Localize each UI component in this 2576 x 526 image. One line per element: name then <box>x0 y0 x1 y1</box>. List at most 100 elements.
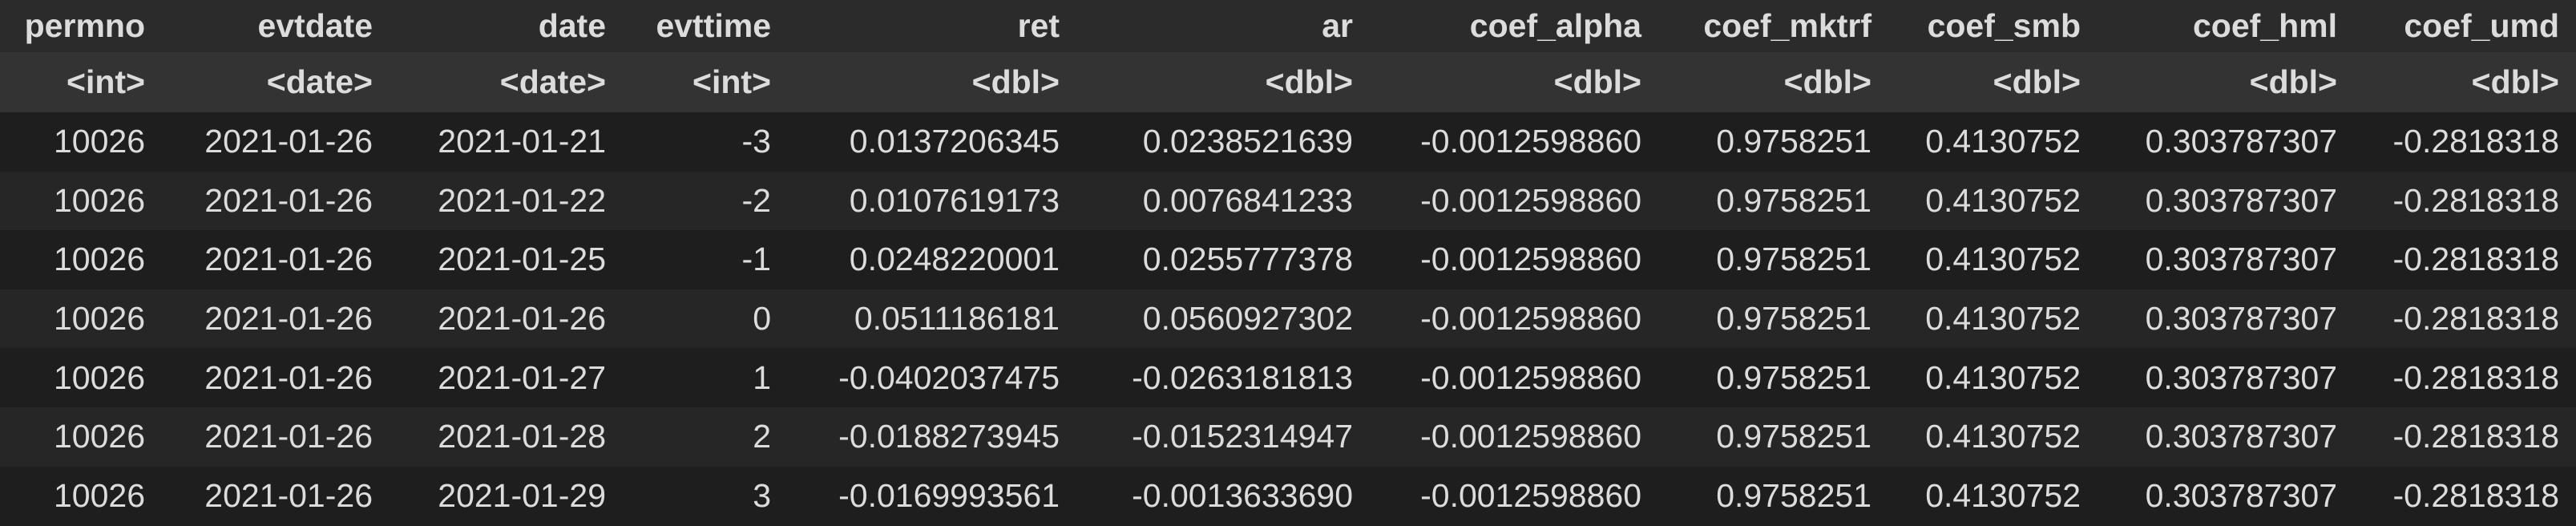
cell-ret: -0.0169993561 <box>771 466 1060 526</box>
table-row: 10026 2021-01-26 2021-01-29 3 -0.0169993561-… <box>0 466 2576 526</box>
cell-date: 2021-01-21 <box>373 112 606 172</box>
cell-ret: 0.0137206345 <box>771 112 1060 172</box>
cell-evttime: -2 <box>606 171 771 231</box>
cell-date: 2021-01-25 <box>373 230 606 289</box>
cell-permno: 10026 <box>0 230 145 289</box>
cell-evtdate: 2021-01-26 <box>145 407 373 467</box>
cell-coef-mktrf: 0.9758251 <box>1641 466 1871 526</box>
cell-permno: 10026 <box>0 289 145 349</box>
cell-coef-alpha: -0.0012598860 <box>1353 289 1641 349</box>
cell-coef-hml: 0.303787307 <box>2081 171 2337 231</box>
cell-coef-hml: 0.303787307 <box>2081 407 2337 467</box>
cell-evttime: -3 <box>606 112 771 172</box>
cell-permno: 10026 <box>0 348 145 407</box>
table-row: 10026 2021-01-26 2021-01-22 -2 0.0107619173 0… <box>0 171 2576 231</box>
cell-coef-mktrf: 0.9758251 <box>1641 230 1871 289</box>
cell-coef-hml: 0.303787307 <box>2081 112 2337 172</box>
cell-coef-alpha: -0.0012598860 <box>1353 230 1641 289</box>
cell-coef-umd: -0.2818318 <box>2337 289 2576 349</box>
column-header-permno[interactable]: permno <box>0 0 145 52</box>
cell-date: 2021-01-26 <box>373 289 606 349</box>
cell-coef-alpha: -0.0012598860 <box>1353 348 1641 407</box>
column-header-coef-mktrf[interactable]: coef_mktrf <box>1641 0 1871 52</box>
cell-coef-alpha: -0.0012598860 <box>1353 466 1641 526</box>
column-type: <dbl> <box>2081 52 2337 112</box>
column-header-coef-umd[interactable]: coef_umd <box>2337 0 2576 52</box>
cell-ar: 0.0238521639 <box>1060 112 1353 172</box>
cell-coef-umd: -0.2818318 <box>2337 466 2576 526</box>
cell-date: 2021-01-27 <box>373 348 606 407</box>
column-header-evttime[interactable]: evttime <box>606 0 771 52</box>
cell-coef-hml: 0.303787307 <box>2081 289 2337 349</box>
cell-ar: 0.0076841233 <box>1060 171 1353 231</box>
table-row: 10026 2021-01-26 2021-01-25 -1 0.0248220001 0… <box>0 230 2576 289</box>
column-type: <date> <box>145 52 373 112</box>
cell-coef-umd: -0.2818318 <box>2337 230 2576 289</box>
cell-coef-mktrf: 0.9758251 <box>1641 171 1871 231</box>
cell-evttime: 3 <box>606 466 771 526</box>
column-type: <date> <box>373 52 606 112</box>
column-type: <dbl> <box>2337 52 2576 112</box>
table-row: 10026 2021-01-26 2021-01-27 1 -0.0402037475-… <box>0 348 2576 407</box>
column-header-ret[interactable]: ret <box>771 0 1060 52</box>
cell-evtdate: 2021-01-26 <box>145 112 373 172</box>
column-header-coef-hml[interactable]: coef_hml <box>2081 0 2337 52</box>
cell-coef-smb: 0.4130752 <box>1871 171 2081 231</box>
cell-coef-mktrf: 0.9758251 <box>1641 112 1871 172</box>
cell-coef-umd: -0.2818318 <box>2337 112 2576 172</box>
cell-coef-smb: 0.4130752 <box>1871 230 2081 289</box>
cell-ret: 0.0107619173 <box>771 171 1060 231</box>
column-type: <int> <box>606 52 771 112</box>
cell-evtdate: 2021-01-26 <box>145 230 373 289</box>
table-row: 10026 2021-01-26 2021-01-28 2 -0.0188273945-… <box>0 407 2576 467</box>
cell-ar: -0.0152314947 <box>1060 407 1353 467</box>
cell-evtdate: 2021-01-26 <box>145 466 373 526</box>
cell-date: 2021-01-29 <box>373 466 606 526</box>
cell-evtdate: 2021-01-26 <box>145 171 373 231</box>
cell-ret: -0.0402037475 <box>771 348 1060 407</box>
cell-date: 2021-01-28 <box>373 407 606 467</box>
column-type: <int> <box>0 52 145 112</box>
column-header-coef-smb[interactable]: coef_smb <box>1871 0 2081 52</box>
cell-ar: 0.0560927302 <box>1060 289 1353 349</box>
cell-evttime: -1 <box>606 230 771 289</box>
column-type: <dbl> <box>771 52 1060 112</box>
cell-ret: 0.0248220001 <box>771 230 1060 289</box>
column-type: <dbl> <box>1871 52 2081 112</box>
column-type: <dbl> <box>1641 52 1871 112</box>
cell-evttime: 0 <box>606 289 771 349</box>
cell-coef-umd: -0.2818318 <box>2337 407 2576 467</box>
cell-ar: 0.0255777378 <box>1060 230 1353 289</box>
cell-evttime: 2 <box>606 407 771 467</box>
cell-coef-mktrf: 0.9758251 <box>1641 407 1871 467</box>
table-row: 10026 2021-01-26 2021-01-21 -3 0.0137206345 0… <box>0 112 2576 172</box>
column-header-evtdate[interactable]: evtdate <box>145 0 373 52</box>
column-header-date[interactable]: date <box>373 0 606 52</box>
cell-coef-mktrf: 0.9758251 <box>1641 289 1871 349</box>
cell-coef-umd: -0.2818318 <box>2337 171 2576 231</box>
cell-coef-hml: 0.303787307 <box>2081 230 2337 289</box>
column-type: <dbl> <box>1353 52 1641 112</box>
column-header-coef-alpha[interactable]: coef_alpha <box>1353 0 1641 52</box>
cell-date: 2021-01-22 <box>373 171 606 231</box>
cell-coef-alpha: -0.0012598860 <box>1353 171 1641 231</box>
cell-evttime: 1 <box>606 348 771 407</box>
cell-permno: 10026 <box>0 112 145 172</box>
cell-coef-hml: 0.303787307 <box>2081 466 2337 526</box>
column-type-row: <int> <date> <date> <int> <dbl> <dbl> <dbl> <db… <box>0 52 2576 112</box>
cell-coef-alpha: -0.0012598860 <box>1353 407 1641 467</box>
cell-coef-mktrf: 0.9758251 <box>1641 348 1871 407</box>
column-type: <dbl> <box>1060 52 1353 112</box>
cell-ar: -0.0263181813 <box>1060 348 1353 407</box>
cell-evtdate: 2021-01-26 <box>145 289 373 349</box>
table-row: 10026 2021-01-26 2021-01-26 0 0.0511186181 0.… <box>0 289 2576 349</box>
cell-coef-umd: -0.2818318 <box>2337 348 2576 407</box>
cell-ret: -0.0188273945 <box>771 407 1060 467</box>
cell-evtdate: 2021-01-26 <box>145 348 373 407</box>
cell-coef-alpha: -0.0012598860 <box>1353 112 1641 172</box>
cell-ar: -0.0013633690 <box>1060 466 1353 526</box>
cell-coef-smb: 0.4130752 <box>1871 112 2081 172</box>
cell-coef-hml: 0.303787307 <box>2081 348 2337 407</box>
column-header-ar[interactable]: ar <box>1060 0 1353 52</box>
